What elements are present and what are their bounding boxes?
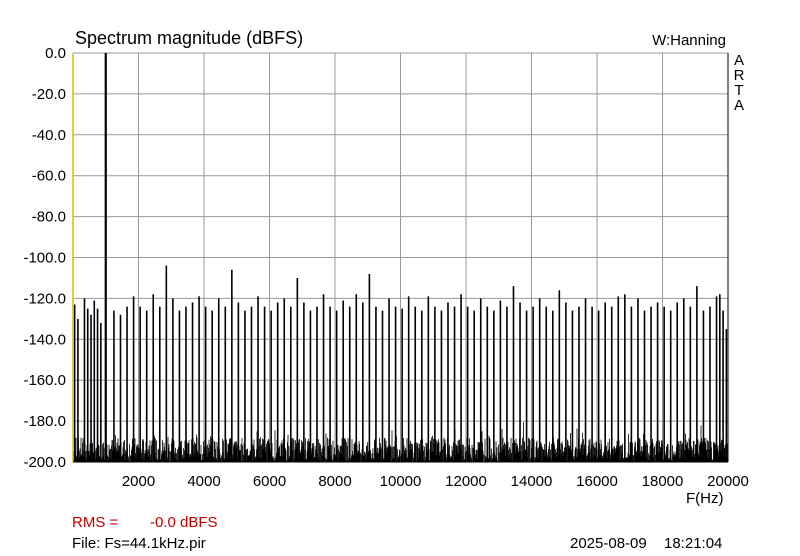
y-tick-label: -160.0: [23, 372, 66, 389]
y-tick-label: -100.0: [23, 250, 66, 267]
brand-letter: A: [733, 97, 744, 114]
y-tick-label: -40.0: [32, 127, 66, 144]
tick-labels: 0.0 -20.0 -40.0 -60.0 -80.0 -100.0 -120.0 -140.…: [23, 45, 748, 490]
x-tick-label: 20000: [707, 473, 749, 490]
y-tick-label: -180.0: [23, 413, 66, 430]
x-tick-label: 2000: [122, 473, 155, 490]
y-tick-label: -80.0: [32, 209, 66, 226]
x-tick-label: 18000: [642, 473, 684, 490]
brand-letter: A: [733, 52, 744, 69]
x-axis-label: F(Hz): [686, 490, 724, 507]
x-tick-label: 10000: [380, 473, 422, 490]
y-tick-label: -140.0: [23, 331, 66, 348]
x-tick-label: 14000: [511, 473, 553, 490]
y-tick-label: 0.0: [45, 45, 66, 62]
file-label: File: Fs=44.1kHz.pir: [72, 535, 206, 552]
date-label: 2025-08-09: [570, 535, 647, 552]
y-tick-label: -20.0: [32, 86, 66, 103]
x-tick-label: 12000: [445, 473, 487, 490]
y-tick-label: -120.0: [23, 290, 66, 307]
x-tick-label: 16000: [576, 473, 618, 490]
y-tick-label: -200.0: [23, 454, 66, 471]
rms-label: RMS =: [72, 514, 119, 531]
brand-letter: T: [734, 82, 744, 99]
rms-value: -0.0 dBFS: [150, 514, 218, 531]
chart-title: Spectrum magnitude (dBFS): [75, 28, 304, 48]
y-tick-label: -60.0: [32, 168, 66, 185]
x-tick-label: 6000: [253, 473, 286, 490]
spectrum-trace: [72, 53, 729, 462]
axes: [72, 53, 729, 463]
brand-label: A R T A: [733, 53, 745, 113]
brand-letter: R: [733, 67, 745, 84]
window-type-label: W:Hanning: [652, 32, 726, 49]
time-label: 18:21:04: [664, 535, 723, 552]
x-tick-label: 4000: [187, 473, 220, 490]
x-tick-label: 8000: [318, 473, 351, 490]
